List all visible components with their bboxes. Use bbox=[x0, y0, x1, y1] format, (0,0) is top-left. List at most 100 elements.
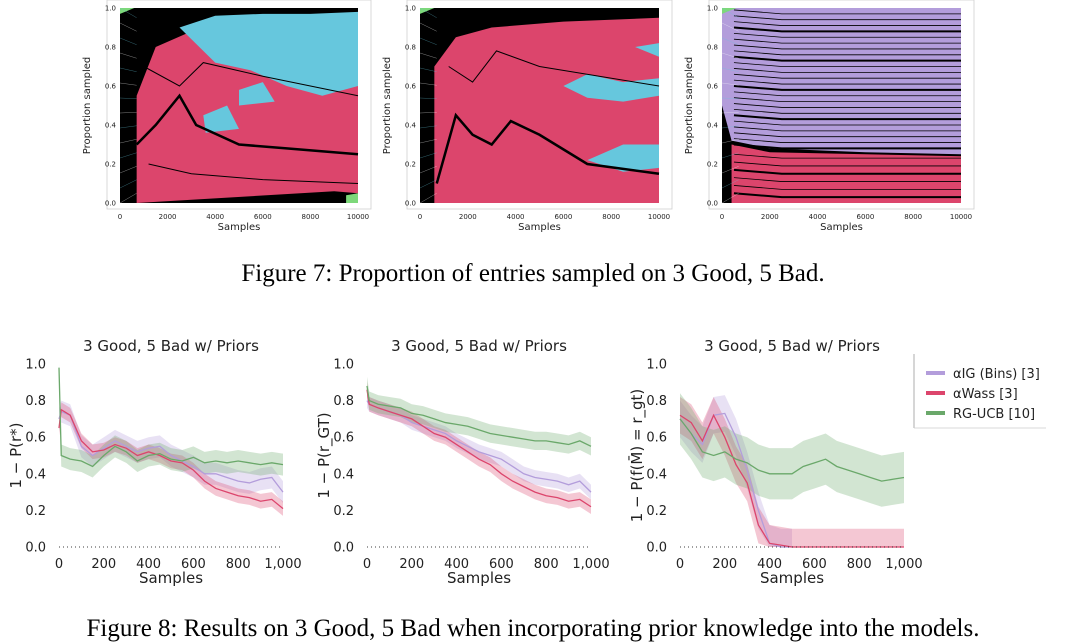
fig7-fan-line bbox=[419, 82, 437, 86]
fig7-fan-line bbox=[721, 125, 739, 129]
fig7-fan-line bbox=[119, 193, 137, 204]
fig8-y-tick-label: 1.0 bbox=[646, 358, 667, 373]
fig7-stack-line bbox=[733, 138, 961, 143]
fig7-fan-line bbox=[419, 67, 437, 72]
legend-label: RG-UCB [10] bbox=[953, 407, 1035, 422]
fig7-x-tick-label: 4000 bbox=[507, 213, 525, 221]
fig7-fan-line bbox=[419, 22, 437, 32]
fig8-x-tick-label: 200 bbox=[712, 557, 737, 572]
other-entry-area bbox=[420, 8, 435, 14]
fig8-confidence-band bbox=[680, 395, 792, 547]
fig7-x-tick-label: 0 bbox=[720, 213, 724, 221]
other-entry-area bbox=[120, 8, 135, 14]
fig8-y-axis-label: 1 − P(f(M̄) = r_gt) bbox=[627, 389, 647, 523]
fig7-x-tick-label: 4000 bbox=[206, 213, 224, 221]
fig8-x-tick-label: 800 bbox=[847, 557, 872, 572]
fig7-x-tick-label: 6000 bbox=[554, 213, 572, 221]
legend-label: αWass [3] bbox=[953, 387, 1018, 402]
fig8-y-tick-label: 0.4 bbox=[25, 467, 46, 482]
fig8-x-axis-label: Samples bbox=[760, 569, 824, 587]
fig7-y-tick-label: 0.4 bbox=[405, 122, 417, 130]
fig7-stack-line bbox=[733, 85, 961, 91]
fig7-stack-line bbox=[733, 103, 961, 108]
fig7-x-tick-label: 2000 bbox=[159, 213, 177, 221]
fig8-x-tick-label: 0 bbox=[676, 557, 684, 572]
fig7-stack-line bbox=[733, 143, 961, 150]
fig7-stack-line bbox=[733, 62, 961, 67]
fig7-stack-line bbox=[733, 126, 961, 132]
fig8-y-axis-label: 1 − P(r*) bbox=[7, 422, 25, 488]
fig7-x-tick-label: 4000 bbox=[809, 213, 827, 221]
fig7-boundary-line bbox=[143, 62, 359, 97]
fig7-stack-line bbox=[733, 38, 961, 44]
fig8-series-line bbox=[366, 385, 592, 447]
fig8-x-tick-label: 400 bbox=[444, 557, 469, 572]
fig7-fan-line bbox=[721, 82, 739, 86]
good-entry-area bbox=[563, 74, 659, 102]
other-entry-area bbox=[346, 193, 358, 203]
fig7-fan-line bbox=[119, 22, 137, 32]
fig8-panel-1: 3 Good, 5 Bad w/ Priors 0 200 400 600 800 1,00… bbox=[7, 337, 302, 587]
fig7-panel-3: 0 2000 4000 6000 8000 10000 0.0 0.2 0.4 0.6 0.8 1.0… bbox=[684, 0, 975, 233]
fig8-confidence-band bbox=[680, 393, 904, 507]
fig7-stack-line bbox=[733, 192, 961, 199]
fig7-boundary-line bbox=[135, 93, 359, 156]
fig8-x-tick-label: 400 bbox=[136, 557, 161, 572]
fig8-y-tick-label: 0.2 bbox=[25, 504, 46, 519]
fig7-fan-line bbox=[119, 125, 137, 129]
fig8-x-tick-label: 400 bbox=[757, 557, 782, 572]
fig7-y-tick-label: 0.6 bbox=[405, 83, 417, 91]
fig7-boundary-line bbox=[148, 163, 359, 184]
fig7-fan-line bbox=[419, 52, 437, 59]
fig7-fan-line bbox=[119, 166, 137, 174]
fig8-x-axis-label: Samples bbox=[139, 569, 203, 587]
fig7-fan-line bbox=[721, 139, 739, 144]
fig7-fan-line bbox=[721, 67, 739, 72]
fig7-fan-line bbox=[721, 37, 739, 45]
fig8-y-tick-label: 0.2 bbox=[333, 504, 354, 519]
good-entry-area bbox=[635, 43, 659, 57]
fig8-x-tick-label: 1,000 bbox=[572, 557, 609, 572]
fig8-y-tick-label: 0.6 bbox=[25, 431, 46, 446]
fig8-y-tick-label: 0.4 bbox=[646, 467, 667, 482]
fig8-y-tick-label: 0.4 bbox=[333, 467, 354, 482]
fig7-y-tick-label: 0.0 bbox=[105, 200, 116, 208]
fig7-stack-line bbox=[733, 26, 961, 33]
fig8-series-line bbox=[679, 413, 904, 548]
other-entry-area bbox=[722, 8, 737, 14]
fig8-x-axis-label: Samples bbox=[447, 569, 511, 587]
fig7-fan-line bbox=[119, 7, 137, 18]
fig7-early-fan bbox=[419, 7, 437, 204]
fig7-stack-line bbox=[733, 177, 961, 182]
fig8-y-tick-label: 0.0 bbox=[333, 541, 354, 556]
fig8-y-tick-label: 0.6 bbox=[333, 431, 354, 446]
fig7-fan-line bbox=[419, 97, 437, 99]
fig8-series-line bbox=[58, 410, 284, 493]
good-entry-area bbox=[179, 11, 358, 96]
fig7-fan-line bbox=[721, 22, 739, 32]
fig7-y-tick-label: 0.2 bbox=[405, 161, 416, 169]
fig7-y-axis-label: Proportion sampled bbox=[82, 57, 93, 154]
fig7-y-tick-label: 0.4 bbox=[707, 122, 719, 130]
fig7-fan-line bbox=[419, 152, 437, 159]
fig7-y-tick-label: 0.6 bbox=[105, 83, 117, 91]
fig7-x-tick-label: 8000 bbox=[301, 213, 319, 221]
fig8-x-tick-label: 600 bbox=[802, 557, 827, 572]
fig8-x-tick-label: 0 bbox=[55, 557, 63, 572]
good-entry-area bbox=[203, 105, 239, 133]
fig8-confidence-band bbox=[367, 376, 591, 456]
fig8-x-tick-label: 600 bbox=[181, 557, 206, 572]
fig7-fan-line bbox=[721, 166, 739, 174]
fig8-axes: 0 200 400 600 800 1,000 0.0 0.2 0.4 0.6 0.8 1.0 Samp… bbox=[7, 358, 302, 588]
fig7-stack-line bbox=[733, 9, 961, 15]
fig8-y-tick-label: 0.6 bbox=[646, 431, 667, 446]
fig7-stack-line bbox=[733, 32, 961, 38]
figure-7-caption: Figure 7: Proportion of entries sampled … bbox=[241, 260, 825, 287]
fig7-fan-line bbox=[419, 166, 437, 174]
fig7-x-tick-label: 10000 bbox=[347, 213, 369, 221]
fig7-y-tick-label: 0.2 bbox=[105, 161, 116, 169]
fig8-x-tick-label: 200 bbox=[91, 557, 116, 572]
fig7-stack-line bbox=[733, 15, 961, 21]
fig7-stack-line bbox=[733, 55, 961, 62]
fig8-y-tick-label: 0.0 bbox=[646, 541, 667, 556]
